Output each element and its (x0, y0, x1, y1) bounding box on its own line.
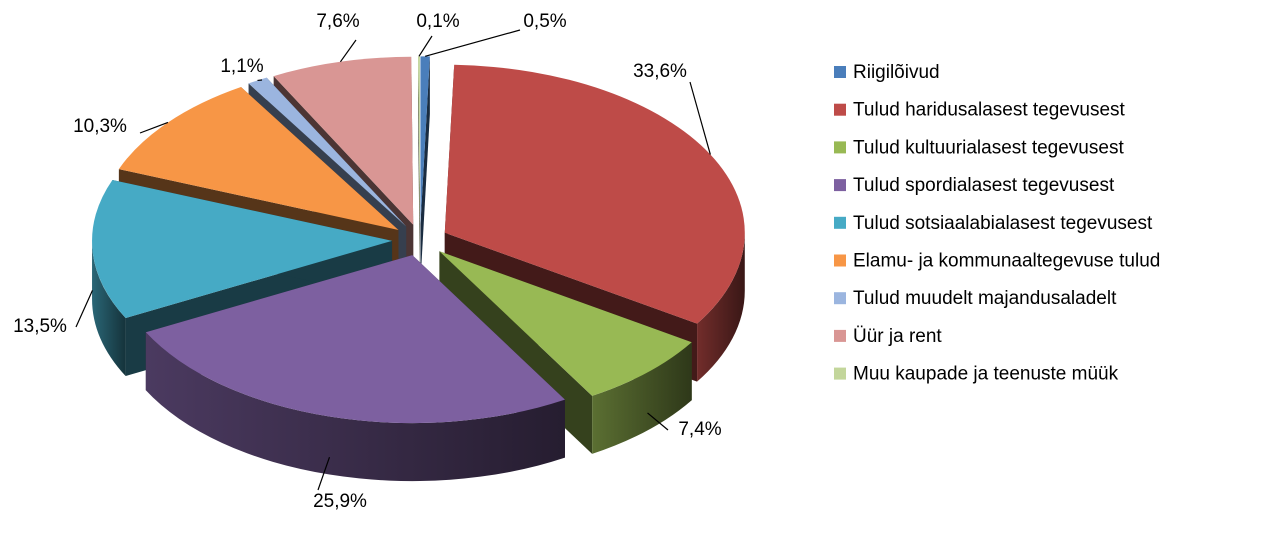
slice-wall (592, 342, 692, 454)
legend-swatch (834, 103, 846, 116)
legend-swatch (834, 254, 846, 267)
slice-wall (92, 240, 126, 377)
legend-label: Tulud sotsiaalabialasest tegevusest (853, 213, 1153, 234)
legend-label: Üür ja rent (853, 326, 942, 347)
slice-top (273, 56, 414, 225)
legend-label: Tulud haridusalasest tegevusest (853, 100, 1126, 121)
data-label: 10,3% (73, 116, 127, 137)
slice (420, 56, 430, 283)
slice (418, 56, 420, 283)
leader-line (75, 290, 94, 328)
leader-line (647, 412, 669, 431)
legend-swatch (834, 66, 846, 78)
slice-top (418, 56, 420, 225)
slice-top (118, 87, 399, 230)
legend-label: Elamu- ja kommunaaltegevuse tulud (853, 251, 1160, 272)
legend-swatch (834, 292, 846, 305)
legend-label: Tulud muudelt majandusaladelt (853, 288, 1117, 309)
data-label: 33,6% (633, 61, 687, 82)
data-label: 7,4% (678, 419, 721, 440)
slice-top (444, 64, 745, 324)
leader-line (689, 81, 711, 155)
leader-line (139, 121, 169, 134)
slice (145, 255, 565, 482)
leader-line (339, 39, 357, 63)
legend-label: Muu kaupade ja teenuste müük (853, 364, 1119, 385)
slice-wall (697, 232, 745, 382)
data-label: 0,5% (523, 11, 566, 32)
slice-wall (145, 332, 565, 482)
data-label: 1,1% (220, 56, 263, 77)
slice-top (92, 179, 393, 319)
data-label: 7,6% (316, 11, 359, 32)
slice-top (248, 77, 407, 227)
legend-swatch (834, 179, 846, 192)
leader-line (317, 456, 331, 491)
slice-top (145, 255, 565, 424)
legend-label: Tulud kultuurialasest tegevusest (853, 137, 1124, 158)
legend-swatch (834, 141, 846, 154)
leader-line (418, 35, 433, 57)
slice-top (439, 251, 692, 396)
legend-swatch (834, 216, 846, 229)
legend-swatch (834, 329, 846, 342)
data-label: 0,1% (416, 11, 459, 32)
legend-label: Riigilõivud (853, 62, 940, 83)
legend-label: Tulud spordialasest tegevusest (853, 175, 1115, 196)
data-label: 13,5% (13, 316, 67, 337)
legend-swatch (834, 367, 846, 380)
slice-top (420, 56, 430, 225)
data-label: 25,9% (313, 491, 367, 512)
slice-side (420, 56, 430, 283)
slice-side (418, 56, 420, 283)
leader-line (424, 29, 521, 57)
